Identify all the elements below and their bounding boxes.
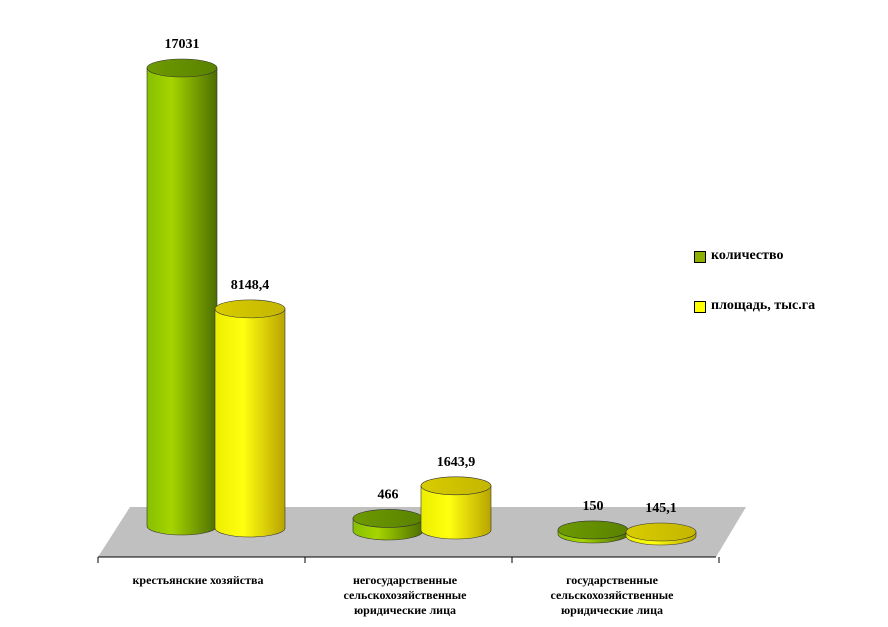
bar-count-2 [557, 520, 629, 544]
bar-area-0 [214, 299, 286, 538]
value-label-area-2: 145,1 [645, 501, 677, 516]
value-label-area-0: 8148,4 [231, 278, 270, 293]
value-label-count-1: 466 [378, 487, 399, 502]
value-label-area-1: 1643,9 [437, 455, 476, 470]
value-label-count-0: 17031 [165, 37, 200, 52]
legend-swatch-count [694, 251, 706, 263]
value-label-count-2: 150 [583, 499, 604, 514]
category-label-peasant-farms: крестьянские хозяйства [132, 573, 264, 587]
legend-label-count: количество [711, 248, 784, 263]
category-label-nonstate-legal-entities: негосударственные сельскохозяйственные ю… [343, 573, 467, 617]
bar-count-1 [352, 509, 424, 541]
bar-area-2 [625, 522, 697, 546]
legend-swatch-area [694, 301, 706, 313]
bar-count-0 [146, 58, 218, 536]
category-label-state-legal-entities: государственные сельскохозяйственные юри… [550, 573, 674, 617]
legend-label-area: площадь, тыс.га [711, 298, 816, 313]
bar-area-1 [420, 476, 492, 540]
